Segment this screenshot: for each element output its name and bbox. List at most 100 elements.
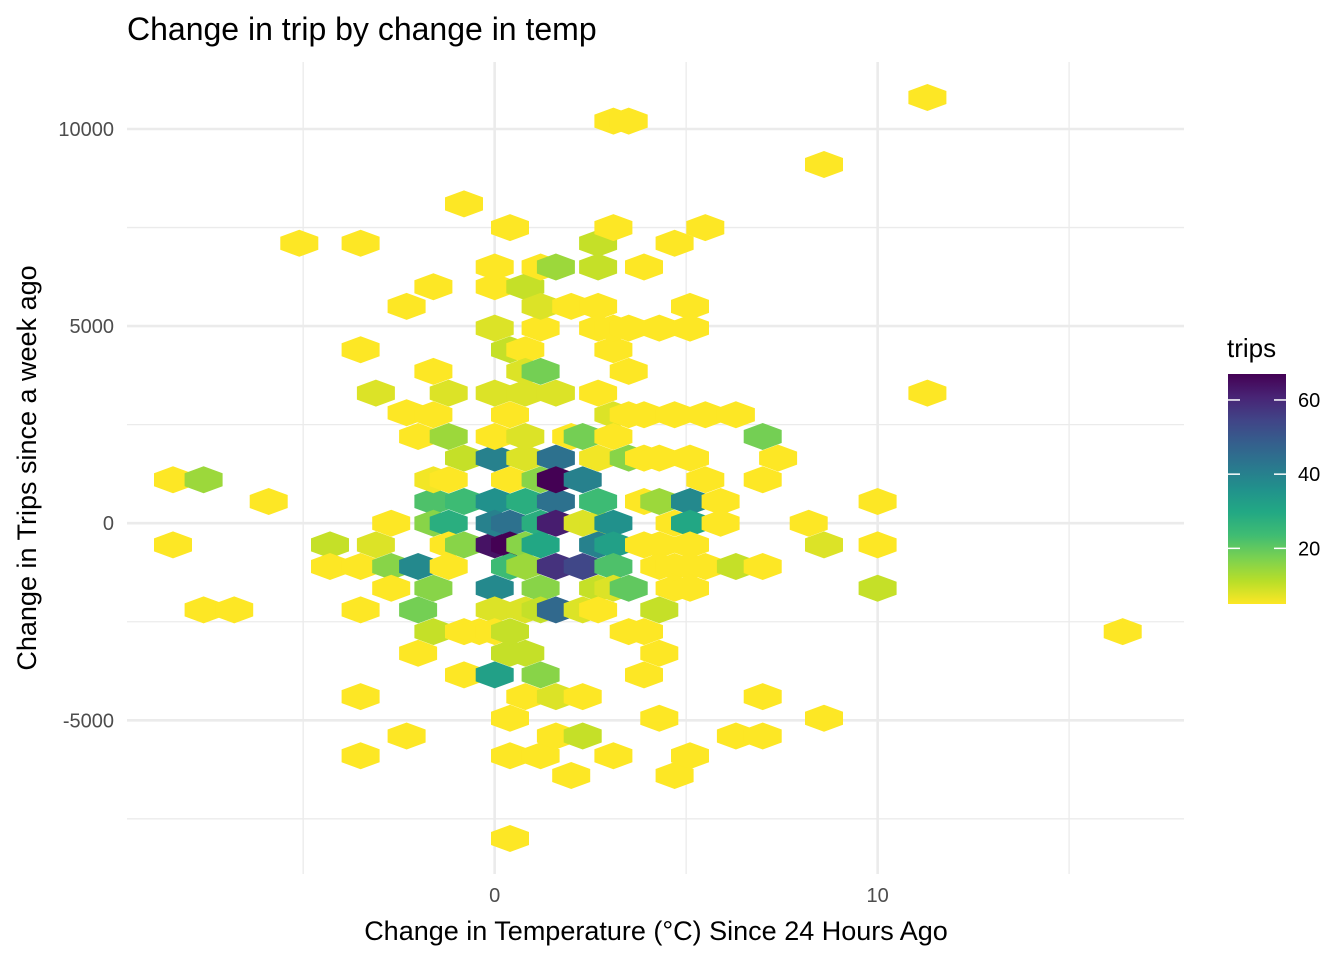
hex-bin (491, 825, 529, 852)
x-axis-title: Change in Temperature (°C) Since 24 Hour… (364, 916, 948, 946)
hex-bin (701, 488, 740, 515)
hex-bin (594, 214, 633, 242)
hex-bin (594, 509, 633, 537)
hex-bin (475, 596, 514, 624)
hex-bin (594, 553, 633, 580)
hex-bin (671, 742, 709, 770)
hex-bin (491, 401, 529, 429)
legend-tick-label: 60 (1298, 390, 1320, 412)
hex-bin (908, 84, 947, 111)
hex-bin (640, 488, 679, 515)
hex-bin (356, 379, 395, 407)
hex-bin (609, 574, 648, 602)
legend-tick-label: 20 (1298, 538, 1320, 560)
hex-bin (655, 401, 694, 429)
hex-bin (387, 722, 426, 750)
hex-bin (429, 423, 468, 450)
hex-bin (387, 292, 426, 320)
hex-bin (640, 704, 679, 732)
hex-bin (671, 314, 709, 342)
hex-bin (640, 314, 679, 342)
hex-bin (858, 574, 897, 602)
hex-bin (445, 444, 483, 472)
hex-bin (491, 509, 529, 537)
hex-bin (640, 639, 679, 667)
hex-bin (609, 107, 648, 135)
chart-title: Change in trip by change in temp (127, 11, 597, 47)
hex-bin (341, 553, 380, 580)
hex-bin (858, 488, 897, 515)
hex-bin (491, 618, 529, 646)
hex-bin (506, 273, 545, 301)
hex-bin (372, 509, 411, 537)
hex-bin (716, 401, 755, 429)
hex-bin (579, 444, 618, 472)
hex-bin (215, 596, 254, 624)
hex-bin (521, 531, 560, 559)
hex-bin (506, 553, 545, 580)
hex-bin (311, 553, 349, 580)
hex-bin (475, 574, 514, 602)
hex-bin (184, 466, 223, 494)
hex-bin (521, 742, 560, 770)
hex-bin (609, 314, 648, 342)
hex-bin (399, 639, 438, 667)
hex-bin (743, 553, 782, 580)
grid-lines (127, 62, 1184, 874)
hex-bin (475, 273, 514, 301)
y-tick-label: 5000 (70, 316, 115, 338)
hex-bin (356, 531, 395, 559)
color-legend: trips 20 40 60 (1227, 333, 1320, 604)
hex-bin (341, 336, 380, 364)
legend-title: trips (1227, 333, 1276, 363)
hex-bin (475, 423, 514, 450)
hex-bin (743, 722, 782, 750)
hex-bin (445, 531, 483, 559)
legend-colorbar (1228, 374, 1286, 604)
hex-bin (184, 596, 223, 624)
hex-bin (805, 704, 843, 732)
hex-bin (536, 444, 575, 472)
y-tick-label: -5000 (63, 710, 114, 732)
x-tick-label: 0 (489, 885, 500, 907)
hex-bin (655, 762, 694, 789)
hex-bin (536, 253, 575, 281)
hex-bin (594, 336, 633, 364)
hex-bin (521, 661, 560, 689)
hex-bin (311, 531, 349, 559)
hex-bin (686, 214, 725, 242)
y-axis-title: Change in Trips since a week ago (12, 265, 42, 670)
hex-bin (475, 488, 514, 515)
hex-bin (536, 379, 575, 407)
hex-bin (686, 553, 725, 580)
hex-bin (506, 683, 545, 711)
hex-bin (445, 190, 483, 218)
hex-bin (475, 314, 514, 342)
hex-bin (475, 444, 514, 472)
hex-bin (154, 466, 192, 494)
legend-tick-label: 40 (1298, 464, 1320, 486)
hex-bin (414, 401, 453, 429)
y-axis-ticks: -5000 0 5000 10000 (58, 119, 114, 732)
hex-bin (506, 336, 545, 364)
hex-bin (908, 379, 947, 407)
hex-bin (399, 553, 438, 580)
hex-bin (655, 229, 694, 257)
hex-bin (858, 531, 897, 559)
hex-bin (743, 466, 782, 494)
hex-bin (625, 618, 663, 646)
hex-bin (429, 379, 468, 407)
hex-bins (154, 84, 1142, 852)
hex-bin (552, 762, 591, 789)
hex-bin (743, 683, 782, 711)
hex-bin (475, 253, 514, 281)
hex-bin (475, 661, 514, 689)
hex-bin (640, 444, 679, 472)
hex-bin (671, 292, 709, 320)
hex-bin (640, 596, 679, 624)
hex-bin (671, 574, 709, 602)
hex-bin (563, 466, 602, 494)
hex-bin (625, 401, 663, 429)
hex-bin (414, 273, 453, 301)
